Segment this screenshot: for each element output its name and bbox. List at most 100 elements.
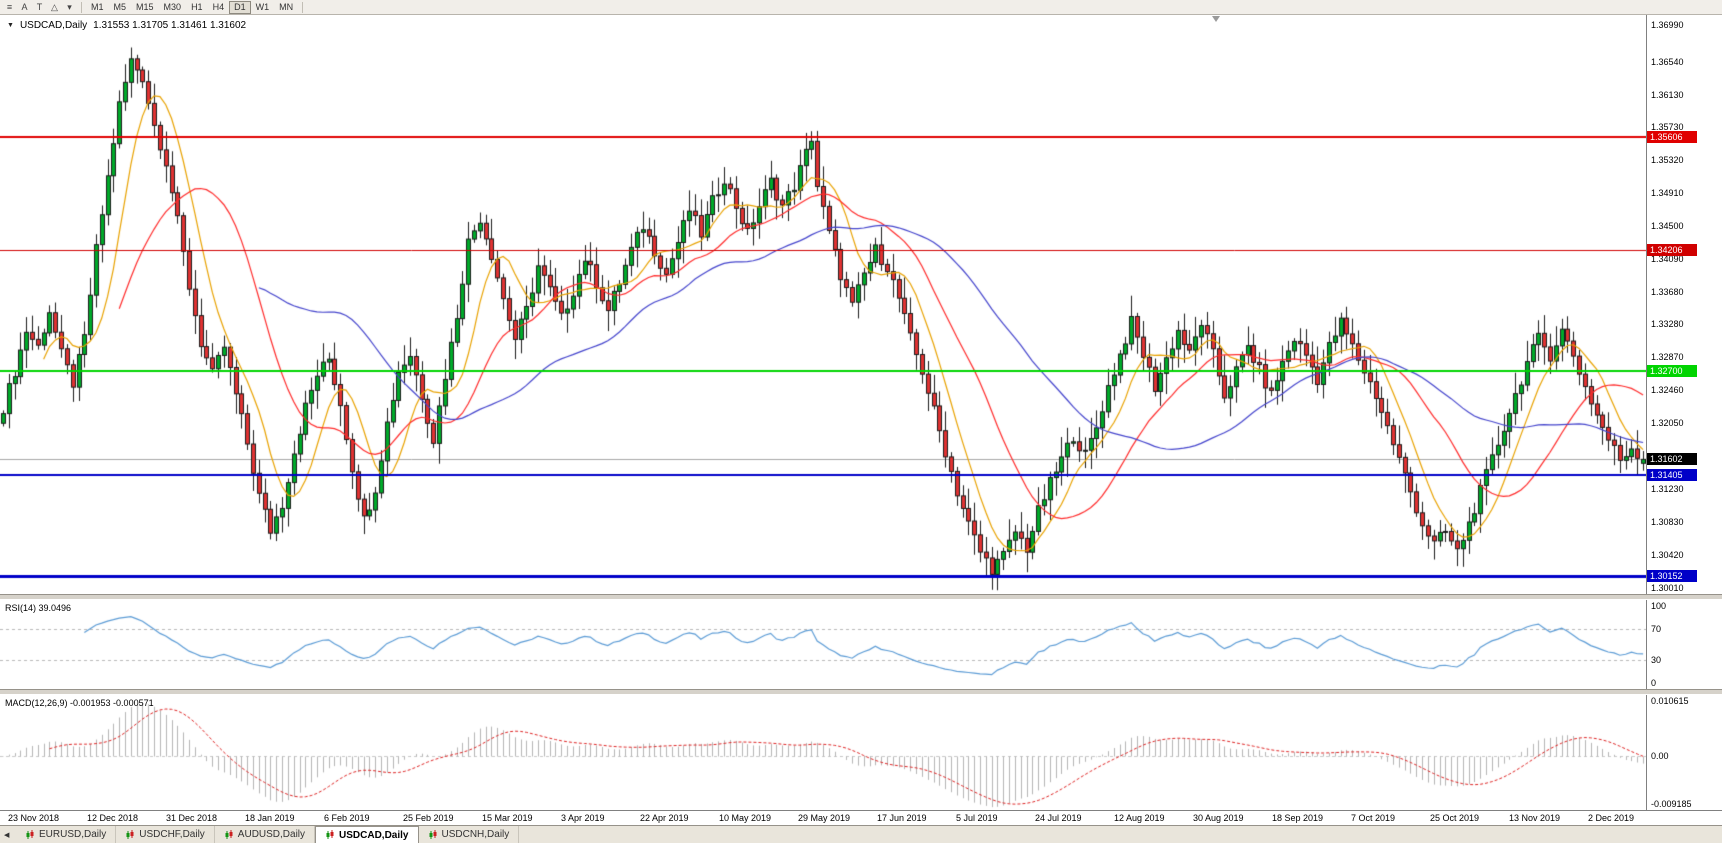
date-label: 15 Mar 2019 <box>482 813 533 823</box>
price-tick: 1.36990 <box>1651 20 1684 31</box>
text-tool-icon[interactable]: A <box>21 2 28 12</box>
pane-separator[interactable] <box>0 689 1722 695</box>
timeframe-w1[interactable]: W1 <box>255 2 270 12</box>
price-tick: 1.33680 <box>1651 287 1684 298</box>
date-label: 30 Aug 2019 <box>1193 813 1244 823</box>
pane-separator[interactable] <box>0 594 1722 600</box>
date-label: 12 Dec 2018 <box>87 813 139 823</box>
chart-icon <box>326 830 334 839</box>
timeframe-m15[interactable]: M15 <box>136 2 154 12</box>
date-label: 5 Jul 2019 <box>956 813 998 823</box>
shapes-tool-icon[interactable]: △ <box>51 1 58 12</box>
timeframe-m5[interactable]: M5 <box>113 2 127 12</box>
tab-bar: ◀ EURUSD,Daily USDCHF,Daily AUDUSD,Daily US… <box>0 825 1722 843</box>
macd-axis[interactable]: 0.010615 0.00 -0.009185 <box>1646 695 1722 810</box>
price-tick: 1.34500 <box>1651 220 1684 231</box>
tab-scroll-left[interactable]: ◀ <box>4 832 10 839</box>
rsi-tick: 30 <box>1651 654 1662 665</box>
date-label: 18 Jan 2019 <box>245 813 295 823</box>
tab-label: AUDUSD,Daily <box>237 829 306 840</box>
price-tick: 1.30420 <box>1651 549 1684 560</box>
rsi-label: RSI(14) 39.0496 <box>5 603 72 613</box>
chart-icon <box>126 829 134 839</box>
price-badge: 1.31405 <box>1647 469 1697 482</box>
date-label: 31 Dec 2018 <box>166 813 218 823</box>
rsi-tick: 100 <box>1651 601 1667 611</box>
rsi-pane: RSI(14) 39.0496 100 70 30 0 <box>0 600 1722 689</box>
price-tick: 1.36130 <box>1651 89 1684 100</box>
price-tick: 1.30830 <box>1651 516 1684 527</box>
tab-usdchf[interactable]: USDCHF,Daily <box>116 826 215 843</box>
timeframe-m1[interactable]: M1 <box>91 2 104 12</box>
price-badge: 1.30152 <box>1647 570 1697 583</box>
price-tick: 1.34090 <box>1651 254 1684 264</box>
timeframe-h1[interactable]: H1 <box>191 2 203 12</box>
date-axis[interactable]: 23 Nov 2018 12 Dec 2018 31 Dec 2018 18 Jan … <box>0 810 1722 825</box>
date-label: 17 Jun 2019 <box>877 813 927 823</box>
tab-usdcad[interactable]: USDCAD,Daily <box>315 826 419 843</box>
tab-label: USDCHF,Daily <box>139 829 205 840</box>
date-label: 13 Nov 2019 <box>1509 813 1561 823</box>
timeframe-mn[interactable]: MN <box>279 2 294 12</box>
tab-usdcnh[interactable]: USDCNH,Daily <box>419 826 520 843</box>
tool-group: ≡ A T △ ▾ <box>2 0 77 14</box>
chart-icon <box>225 829 233 839</box>
chart-shift-marker[interactable] <box>1212 16 1220 22</box>
macd-canvas[interactable] <box>0 695 1646 810</box>
rsi-tick: 0 <box>1651 678 1657 688</box>
macd-tick: 0.010615 <box>1651 696 1689 706</box>
date-label: 10 May 2019 <box>719 813 772 823</box>
price-tick: 1.30010 <box>1651 582 1684 593</box>
macd-pane: MACD(12,26,9) -0.001953 -0.000571 0.0106… <box>0 695 1722 810</box>
symbol-tabs: EURUSD,Daily USDCHF,Daily AUDUSD,Daily USDC… <box>16 826 520 843</box>
macd-tick: 0.00 <box>1651 751 1669 762</box>
ohlc-values: 1.31553 1.31705 1.31461 1.31602 <box>93 20 247 31</box>
date-label: 24 Jul 2019 <box>1035 813 1082 823</box>
toolbar-separator <box>81 1 82 13</box>
price-tick: 1.32050 <box>1651 418 1684 429</box>
main-chart-pane: ▼ USDCAD,Daily 1.31553 1.31705 1.31461 1… <box>0 15 1722 594</box>
tab-audusd[interactable]: AUDUSD,Daily <box>215 826 316 843</box>
tab-label: USDCAD,Daily <box>339 829 409 841</box>
toolbar: ≡ A T △ ▾ M1 M5 M15 M30 H1 H4 D1 W1 MN <box>0 0 1722 15</box>
toolbar-separator <box>302 1 304 13</box>
timeframe-m30[interactable]: M30 <box>163 2 182 12</box>
tab-label: EURUSD,Daily <box>39 829 107 840</box>
price-tick: 1.31230 <box>1651 484 1684 495</box>
price-tick: 1.32460 <box>1651 385 1684 396</box>
price-tick: 1.35320 <box>1651 154 1684 165</box>
tab-eurusd[interactable]: EURUSD,Daily <box>16 826 117 843</box>
date-label: 7 Oct 2019 <box>1351 813 1396 823</box>
date-label: 25 Oct 2019 <box>1430 813 1480 823</box>
date-label: 29 May 2019 <box>798 813 851 823</box>
timeframe-d1[interactable]: D1 <box>229 0 251 14</box>
date-label: 23 Nov 2018 <box>8 813 60 823</box>
label-tool-icon[interactable]: T <box>36 2 43 12</box>
symbol-marker-icon[interactable]: ▼ <box>7 22 14 29</box>
rsi-canvas[interactable] <box>0 600 1646 689</box>
rsi-tick: 70 <box>1651 624 1662 635</box>
chart-list-icon[interactable]: ≡ <box>6 2 13 12</box>
timeframe-h4[interactable]: H4 <box>212 2 225 12</box>
date-label: 18 Sep 2019 <box>1272 813 1324 823</box>
price-axis[interactable]: 1.36990 1.36540 1.36130 1.35730 1.35320 1.349… <box>1646 15 1722 594</box>
price-badge: 1.35606 <box>1647 130 1697 143</box>
timeframe-group: M1 M5 M15 M30 H1 H4 D1 W1 MN <box>86 0 298 14</box>
symbol-name: USDCAD,Daily <box>19 20 88 31</box>
price-badge: 1.34206 <box>1647 243 1697 256</box>
price-tick: 1.33280 <box>1651 319 1684 330</box>
chart-ohlc-label: ▼ USDCAD,Daily 1.31553 1.31705 1.31461 1… <box>7 20 246 31</box>
price-tick: 1.34910 <box>1651 187 1684 198</box>
date-label: 2 Dec 2019 <box>1588 813 1635 823</box>
shapes-dropdown-icon[interactable]: ▾ <box>67 1 72 12</box>
rsi-axis[interactable]: 100 70 30 0 <box>1646 600 1722 689</box>
price-tick: 1.35730 <box>1651 121 1684 132</box>
price-badge: 1.32700 <box>1647 364 1697 377</box>
price-tick: 1.36540 <box>1651 56 1684 67</box>
price-tick: 1.32870 <box>1651 352 1684 363</box>
price-chart-canvas[interactable] <box>0 15 1646 594</box>
date-label: 22 Apr 2019 <box>640 813 689 823</box>
date-label: 6 Feb 2019 <box>324 813 370 823</box>
price-badge: 1.31602 <box>1647 453 1697 466</box>
